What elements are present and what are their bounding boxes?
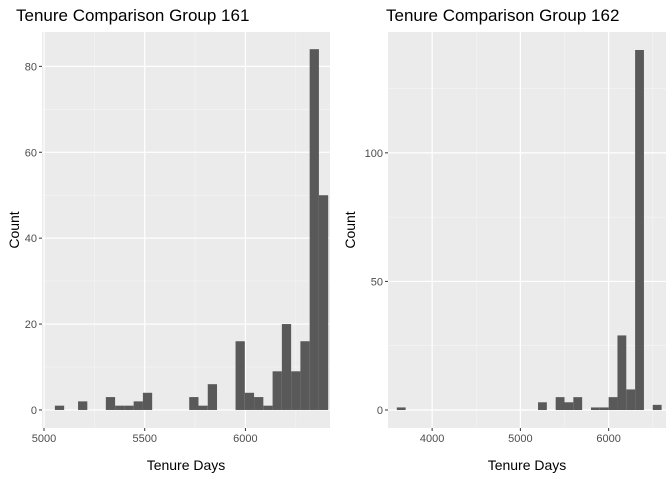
- chart-panel-162: Tenure Comparison Group 162 0 50 100 4000 5…: [342, 6, 666, 473]
- y-tick-label: 60: [25, 147, 37, 159]
- x-axis-title: Tenure Days: [488, 457, 567, 473]
- histogram-bar: [590, 407, 600, 410]
- y-axis-title: Count: [6, 211, 22, 248]
- histogram-bar: [608, 397, 618, 410]
- histogram-bar: [244, 392, 255, 410]
- histogram-bar: [78, 401, 88, 410]
- histogram-bar: [124, 405, 134, 410]
- x-tick-label: 4000: [420, 433, 444, 445]
- histogram-bar: [573, 397, 583, 410]
- chart-title: Tenure Comparison Group 162: [386, 6, 619, 25]
- histogram-bar: [254, 397, 264, 410]
- x-axis-ticks: 4000 5000 6000: [420, 428, 621, 445]
- y-tick-label: 40: [25, 233, 37, 245]
- histogram-bar: [635, 50, 644, 410]
- x-axis-title: Tenure Days: [147, 457, 226, 473]
- histogram-bar: [133, 401, 143, 410]
- histogram-bars: [54, 49, 329, 410]
- x-axis-ticks: 5000 5500 6000: [32, 428, 258, 445]
- histogram-bar: [300, 341, 310, 410]
- y-tick-label: 20: [25, 319, 37, 331]
- histogram-bar: [538, 402, 547, 410]
- x-tick-label: 5000: [508, 433, 532, 445]
- histogram-bar: [599, 407, 609, 410]
- histogram-bar: [564, 402, 574, 410]
- y-tick-label: 100: [365, 148, 383, 160]
- histogram-bar: [291, 371, 301, 410]
- histogram-bar: [272, 371, 282, 410]
- histogram-bar: [142, 392, 153, 410]
- histogram-bar: [263, 405, 273, 410]
- histogram-bar: [626, 389, 636, 410]
- histogram-bar: [652, 404, 662, 410]
- gridlines: [42, 32, 330, 428]
- y-tick-label: 0: [377, 405, 383, 417]
- y-tick-label: 50: [371, 276, 383, 288]
- histogram-bar: [281, 324, 292, 410]
- histogram-bar: [235, 341, 245, 410]
- histogram-bar: [207, 384, 218, 410]
- histogram-bars: [396, 50, 662, 410]
- histogram-bar: [115, 405, 125, 410]
- histogram-bar: [189, 397, 199, 410]
- x-tick-label: 5500: [132, 433, 156, 445]
- x-tick-label: 6000: [233, 433, 257, 445]
- y-tick-label: 0: [31, 405, 37, 417]
- histogram-bar: [318, 195, 329, 410]
- histogram-bar: [309, 49, 319, 410]
- histogram-bar: [105, 397, 116, 410]
- chart-title: Tenure Comparison Group 161: [16, 6, 249, 25]
- histogram-bar: [396, 407, 406, 410]
- x-tick-label: 5000: [32, 433, 56, 445]
- y-axis-ticks: 0 20 40 60 80: [25, 61, 42, 417]
- histogram-bar: [198, 405, 208, 410]
- y-tick-label: 80: [25, 61, 37, 73]
- y-axis-title: Count: [342, 211, 358, 248]
- histogram-bar: [54, 405, 65, 410]
- histogram-bar: [617, 335, 627, 410]
- chart-panel-161: Tenure Comparison Group 161 0 20 40 60 80 50…: [6, 6, 330, 473]
- y-axis-ticks: 0 50 100: [365, 148, 388, 417]
- x-tick-label: 6000: [596, 433, 620, 445]
- histogram-bar: [555, 397, 565, 410]
